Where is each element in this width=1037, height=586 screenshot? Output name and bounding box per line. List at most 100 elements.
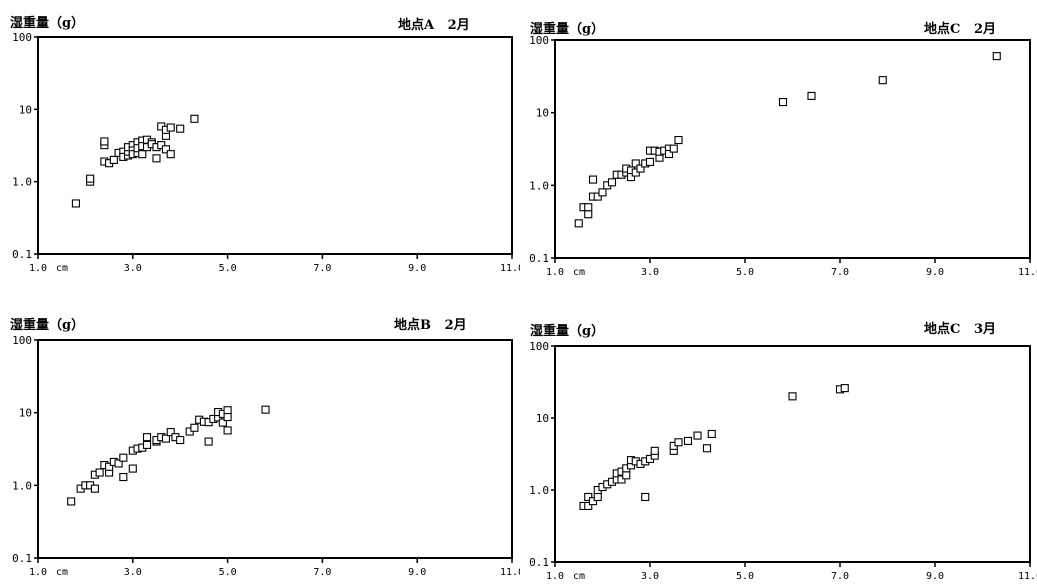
data-point <box>683 436 693 446</box>
data-point <box>138 150 147 159</box>
y-tick-label: 100 <box>529 340 549 353</box>
x-tick-label: 3.0 <box>641 571 659 582</box>
x-tick-label: 5.0 <box>219 263 237 274</box>
y-tick-label: 1.0 <box>529 484 549 497</box>
data-point <box>636 164 645 173</box>
x-tick-label: 5.0 <box>736 571 754 582</box>
data-point <box>157 141 166 150</box>
x-unit-label: cm <box>56 567 68 578</box>
month-label: 3月 <box>973 322 996 337</box>
data-point <box>807 91 816 100</box>
data-point <box>693 431 702 440</box>
y-tick-label: 100 <box>12 31 32 44</box>
x-tick-label: 11.0 <box>1018 267 1037 278</box>
data-point <box>166 428 175 437</box>
y-tick-label: 10 <box>536 107 549 120</box>
data-point <box>223 406 232 415</box>
data-point <box>161 145 171 154</box>
plot-frame <box>554 39 1031 259</box>
chart-panel-b-feb: 湿重量（g） 地点B 2月 0.1 1.0 10 100 1.0 3.0 5.0 7.0 9.0… <box>0 290 524 582</box>
plot-frame <box>37 339 513 559</box>
data-point <box>669 144 678 153</box>
x-tick-label: 3.0 <box>641 267 659 278</box>
x-tick-label: 1.0 <box>546 571 564 582</box>
data-point <box>626 173 636 182</box>
data-point <box>584 501 593 511</box>
data-point <box>674 135 683 145</box>
y-tick-label: 0.1 <box>529 556 549 569</box>
y-tick-label: 100 <box>12 334 32 347</box>
data-point <box>152 154 161 163</box>
data-point <box>166 123 175 132</box>
month-label: 2月 <box>973 22 996 37</box>
data-point <box>840 384 849 393</box>
x-tick-label: 7.0 <box>313 567 331 578</box>
y-axis-label: 湿重量（g） <box>10 318 85 333</box>
data-point <box>109 155 118 164</box>
data-point <box>574 219 583 228</box>
site-name: 地点C <box>924 322 961 337</box>
data-point <box>100 137 109 146</box>
chart-site-label: 地点B 2月 <box>394 314 467 333</box>
x-unit-label: cm <box>56 263 68 274</box>
data-point <box>176 435 185 445</box>
x-unit-label: cm <box>573 267 585 278</box>
chart-site-label: 地点C 2月 <box>924 18 996 37</box>
data-point <box>878 76 887 85</box>
month-label: 2月 <box>444 318 467 333</box>
y-tick-label: 0.1 <box>12 248 32 261</box>
data-point <box>86 174 95 183</box>
x-tick-label: 3.0 <box>124 263 142 274</box>
chart-panel-c-mar: 湿重量（g） 地点C 3月 0.1 1.0 10 100 1.0 3.0 5.0 7.0 9.0… <box>520 290 1037 582</box>
data-point <box>674 438 683 447</box>
scatter-plot: 0.1 1.0 10 100 1.0 3.0 5.0 7.0 9.0 11.0 cm <box>12 31 524 274</box>
data-point <box>707 429 716 439</box>
x-tick-label: 9.0 <box>408 567 426 578</box>
data-point <box>176 124 185 133</box>
y-tick-label: 10 <box>536 412 549 425</box>
plot-frame <box>554 345 1031 563</box>
y-axis-label: 湿重量（g） <box>530 22 605 37</box>
data-point <box>67 497 76 506</box>
y-tick-label: 1.0 <box>529 179 549 192</box>
chart-site-label: 地点A 2月 <box>398 14 470 33</box>
y-tick-label: 0.1 <box>529 252 549 265</box>
x-tick-label: 11.0 <box>500 263 520 274</box>
data-point <box>631 159 640 168</box>
y-axis-label: 湿重量（g） <box>10 16 85 31</box>
data-point <box>105 462 114 471</box>
data-point <box>584 492 593 502</box>
site-name: 地点C <box>924 22 961 37</box>
x-tick-label: 1.0 <box>29 567 47 578</box>
x-tick-label: 7.0 <box>831 267 849 278</box>
x-tick-label: 11.0 <box>1018 571 1037 582</box>
data-point <box>664 149 674 159</box>
data-point <box>778 97 788 107</box>
data-point <box>166 150 175 159</box>
y-tick-label: 10 <box>19 407 32 420</box>
y-tick-label: 100 <box>529 34 549 47</box>
site-name: 地点B <box>394 318 431 333</box>
data-point <box>650 446 659 455</box>
data-point <box>190 423 199 432</box>
x-tick-label: 1.0 <box>29 263 47 274</box>
scatter-plot: 0.1 1.0 10 100 1.0 3.0 5.0 7.0 9.0 11.0 cm <box>529 34 1037 278</box>
data-point <box>114 459 123 468</box>
data-point <box>584 203 593 212</box>
data-point <box>218 418 227 427</box>
data-point <box>598 188 607 197</box>
data-point <box>204 437 213 446</box>
x-tick-label: 3.0 <box>124 567 142 578</box>
chart-panel-a-feb: 湿重量（g） 地点A 2月 0.1 1.0 10 100 1.0 3.0 5.0 7.0 9.0… <box>0 0 524 290</box>
x-tick-label: 9.0 <box>926 267 944 278</box>
data-point <box>142 433 152 442</box>
scatter-plot: 0.1 1.0 10 100 1.0 3.0 5.0 7.0 9.0 11.0 cm <box>12 334 524 578</box>
data-point <box>223 413 232 422</box>
x-tick-label: 7.0 <box>831 571 849 582</box>
data-point <box>142 440 152 449</box>
data-point <box>593 192 602 201</box>
scatter-plot: 0.1 1.0 10 100 1.0 3.0 5.0 7.0 9.0 11.0 cm <box>529 340 1037 582</box>
x-tick-label: 5.0 <box>736 267 754 278</box>
y-tick-label: 1.0 <box>12 479 32 492</box>
y-tick-label: 10 <box>19 103 32 116</box>
